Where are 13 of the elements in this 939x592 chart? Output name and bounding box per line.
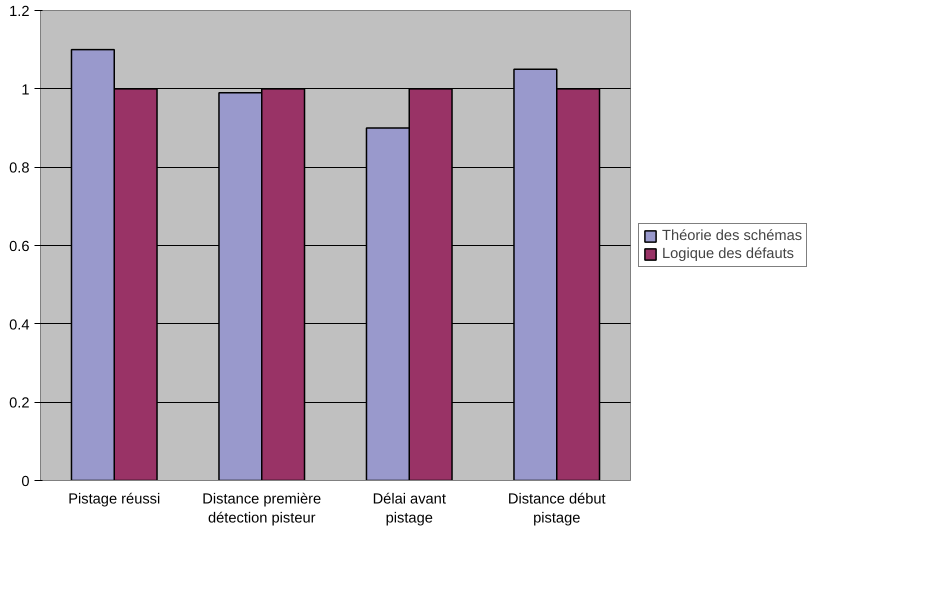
y-tick-label: 1: [21, 82, 30, 98]
y-tick-label: 0.4: [9, 317, 30, 334]
y-tick-label: 0.6: [9, 239, 30, 255]
legend-label: Théorie des schémas: [662, 228, 802, 244]
y-tick-label: 0.8: [9, 160, 30, 177]
x-tick-label: Délai avant pistage: [372, 492, 446, 527]
x-tick-label: Distance début pistage: [508, 492, 606, 527]
y-tick-label: 0: [21, 474, 30, 490]
y-tick-label: 0.2: [9, 396, 30, 412]
x-tick-label: Pistage réussi: [68, 492, 160, 508]
legend-label: Logique des défauts: [662, 246, 794, 262]
x-tick-label: Distance première détection pisteur: [202, 492, 322, 527]
y-tick-label: 1.2: [9, 4, 30, 20]
